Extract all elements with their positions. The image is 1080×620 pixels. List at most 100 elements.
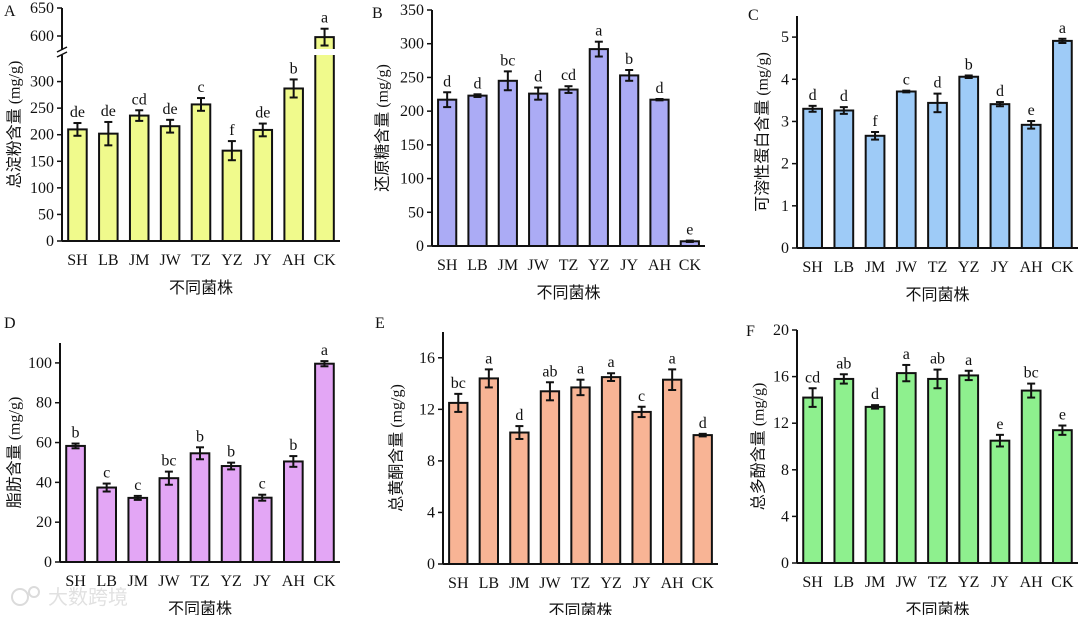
x-tick-label: JM <box>509 575 529 592</box>
x-tick-label: LB <box>467 257 487 274</box>
significance-letter: bc <box>161 453 176 470</box>
bar-TZ <box>570 386 591 565</box>
y-tick-label: 650 <box>30 0 54 17</box>
significance-letter: b <box>72 425 80 442</box>
panel-label: C <box>748 7 759 24</box>
significance-letter: d <box>840 88 848 105</box>
significance-letter: d <box>656 80 664 97</box>
significance-letter: cd <box>805 369 820 386</box>
significance-letter: c <box>259 476 266 493</box>
x-tick-label: JM <box>128 573 148 590</box>
significance-letter: d <box>996 83 1004 100</box>
panel-B: B 0 50 100 150 200 250 300 350 还原糖含量 (mg/g) 不同菌株 d S… <box>372 2 705 302</box>
significance-letter: c <box>134 477 141 494</box>
y-tick-label: 100 <box>400 171 424 188</box>
x-tick-label: JY <box>991 574 1009 591</box>
bar-TZ <box>189 452 211 563</box>
significance-letter: b <box>290 60 298 77</box>
bar-SH <box>65 444 86 563</box>
bar-JW <box>895 90 917 250</box>
significance-letter: a <box>595 23 602 40</box>
bar-AH <box>283 87 304 243</box>
x-tick-label: TZ <box>190 573 210 590</box>
x-tick-label: JW <box>539 575 561 592</box>
significance-letter: a <box>1059 20 1066 37</box>
significance-letter: cd <box>132 91 147 108</box>
x-tick-label: LB <box>479 575 499 592</box>
significance-letter: ab <box>930 351 945 368</box>
significance-letter: e <box>686 222 693 239</box>
significance-letter: a <box>903 346 910 363</box>
bar-YZ <box>220 465 242 563</box>
x-axis-label: 不同菌株 <box>905 286 969 304</box>
significance-letter: bc <box>1024 365 1039 382</box>
significance-letter: a <box>321 342 328 359</box>
y-tick-label: 200 <box>400 103 424 120</box>
significance-letter: d <box>474 75 482 92</box>
bar-JY <box>631 410 652 565</box>
y-tick-label: 0 <box>427 556 435 573</box>
significance-letter: d <box>699 415 707 432</box>
bar-LB <box>833 377 855 564</box>
bar-SH <box>448 401 469 565</box>
y-tick-label: 3 <box>781 113 789 130</box>
x-tick-label: JW <box>159 252 181 269</box>
y-axis-label: 总黄酮含量 (mg/g) <box>388 384 406 512</box>
bar-SH <box>802 396 823 564</box>
watermark: 大数跨境 <box>11 585 128 609</box>
bar-CK <box>1052 429 1073 564</box>
significance-letter: d <box>443 73 451 90</box>
axis-break-mark <box>56 51 68 58</box>
x-tick-label: TZ <box>928 259 948 276</box>
x-tick-label: LB <box>98 252 118 269</box>
bar-CK <box>1052 39 1073 250</box>
bar-JY <box>252 128 274 242</box>
x-tick-label: LB <box>96 573 116 590</box>
y-tick-label: 100 <box>28 355 52 372</box>
bar-YZ <box>221 149 243 243</box>
y-tick-label: 60 <box>36 435 52 452</box>
x-tick-label: JY <box>633 575 651 592</box>
x-tick-label: LB <box>834 259 854 276</box>
y-tick-label: 0 <box>46 233 54 250</box>
y-tick-label: 250 <box>400 69 424 86</box>
y-axis-label: 总多酚含量 (mg/g) <box>750 383 768 511</box>
y-tick-label: 200 <box>30 127 54 144</box>
significance-letter: d <box>515 407 523 424</box>
significance-letter: c <box>903 72 910 89</box>
y-tick-label: 600 <box>30 28 54 45</box>
bar-LB <box>467 94 488 247</box>
x-tick-label: AH <box>1020 574 1044 591</box>
bar-YZ <box>958 75 980 249</box>
significance-letter: de <box>163 101 178 118</box>
panel-label: B <box>372 5 383 22</box>
bar-YZ <box>588 48 609 248</box>
x-tick-label: CK <box>692 575 715 592</box>
x-axis-label: 不同菌株 <box>169 279 233 297</box>
x-tick-label: TZ <box>559 257 579 274</box>
significance-letter: c <box>103 465 110 482</box>
y-tick-label: 16 <box>773 369 789 386</box>
x-tick-label: SH <box>67 252 88 269</box>
y-tick-label: 150 <box>400 137 424 154</box>
bar-JM <box>864 405 886 565</box>
panel-C: C 0 1 2 3 4 5 可溶性蛋白含量 (mg/g) 不同菌株 d SH d LB f JM c JW d TZ… <box>748 7 1078 304</box>
x-tick-label: AH <box>1020 259 1044 276</box>
bar-YZ <box>600 376 622 565</box>
significance-letter: de <box>255 105 270 122</box>
panel-label: A <box>4 3 16 20</box>
x-tick-label: AH <box>648 257 672 274</box>
significance-letter: a <box>577 361 584 378</box>
x-tick-label: JY <box>991 259 1009 276</box>
x-tick-label: JM <box>865 259 885 276</box>
y-tick-label: 0 <box>416 238 424 255</box>
bar-AH <box>283 460 304 563</box>
x-tick-label: SH <box>802 574 823 591</box>
y-tick-label: 50 <box>408 204 424 221</box>
bar-LB <box>478 377 499 565</box>
significance-letter: a <box>321 10 328 27</box>
x-tick-label: TZ <box>571 575 591 592</box>
y-tick-label: 250 <box>30 100 54 117</box>
x-tick-label: YZ <box>220 573 241 590</box>
